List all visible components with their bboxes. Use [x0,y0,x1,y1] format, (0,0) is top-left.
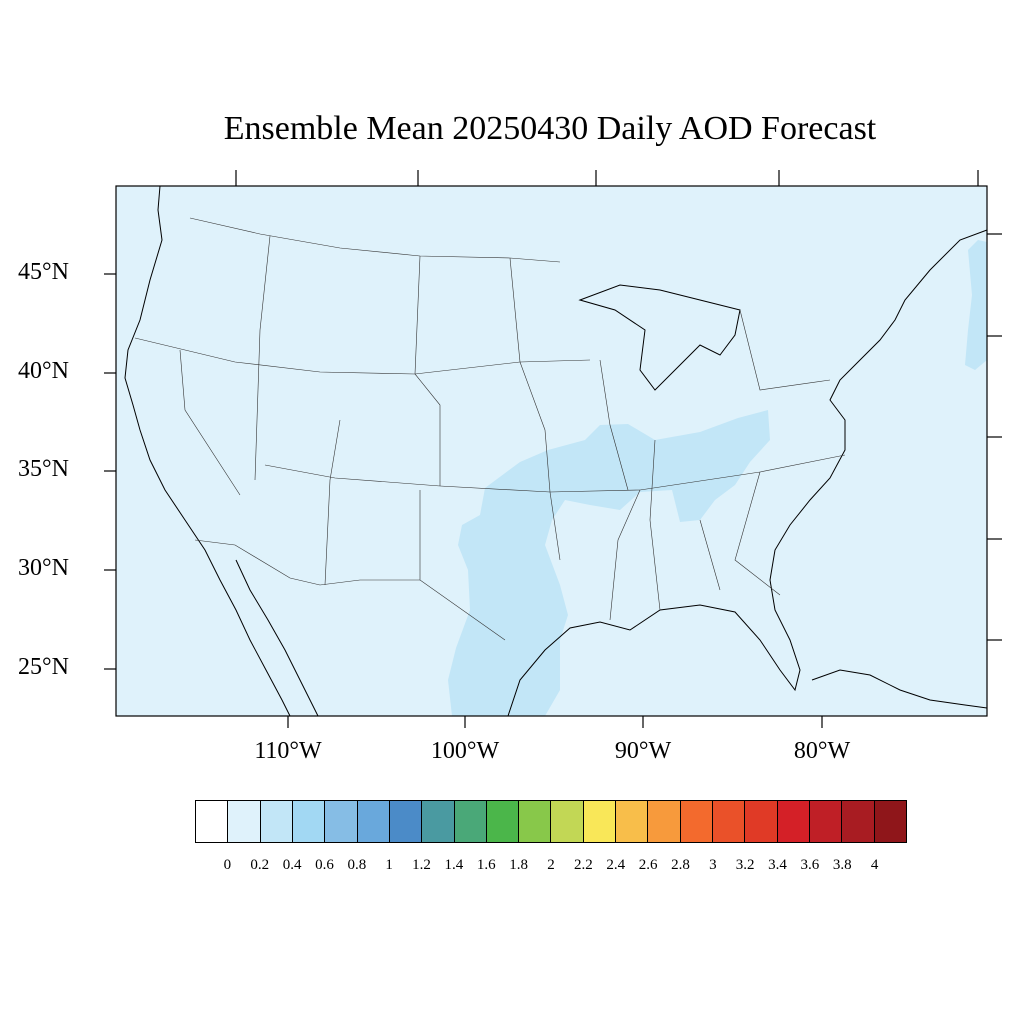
lat-label: 35°N [18,456,69,482]
colorbar-swatch [648,801,681,842]
colorbar-swatch [680,801,713,842]
colorbar-swatch [228,801,261,842]
cuba-coast [811,669,988,709]
colorbar-label: 2 [547,857,555,873]
colorbar-label: 3.2 [735,857,755,873]
colorbar-label: 3 [709,857,717,873]
colorbar-label: 3.8 [832,857,852,873]
colorbar-swatch [389,801,423,842]
colorbar-swatch [357,801,390,842]
colorbar-swatch [874,801,906,842]
state-borders-layer [134,217,846,641]
colorbar-swatch [616,801,649,842]
lon-label: 110°W [254,738,322,764]
lat-label: 45°N [18,259,69,285]
baja-coast [235,559,319,717]
colorbar-swatch [196,801,229,842]
colorbar-label: 1.2 [412,857,431,873]
colorbar-label: 1.4 [444,857,464,873]
colorbar-swatch [583,801,617,842]
lat-label: 25°N [18,654,69,680]
colorbar-label: 0.4 [282,857,302,873]
map-frame [115,185,988,717]
colorbar-swatch [519,801,552,842]
colorbar-swatch [713,801,746,842]
colorbar-label: 0.6 [315,857,334,873]
colorbar-label: 1.6 [476,857,496,873]
colorbar-label: 4 [870,857,879,873]
colorbar-label: 3.4 [768,857,787,873]
west-coast [124,185,291,717]
colorbar-label: 0 [223,857,232,873]
colorbar-swatch [809,801,843,842]
colorbar-swatch [292,801,326,842]
colorbar-label: 2.2 [573,857,593,873]
colorbar-label: 0.8 [347,857,367,873]
colorbar-swatch [260,801,293,842]
map-title: Ensemble Mean 20250430 Daily AOD Forecas… [223,110,877,147]
lon-label: 100°W [430,738,500,764]
colorbar-label: 0.2 [250,857,270,873]
colorbar-swatch [422,801,455,842]
colorbar-swatch [325,801,358,842]
colorbar-label: 2.8 [671,857,690,873]
colorbar-swatch [777,801,810,842]
lon-label: 80°W [793,738,851,764]
colorbar-swatch [486,801,520,842]
colorbar-label: 2.6 [638,857,658,873]
colorbar-swatch [551,801,584,842]
colorbar-swatch [454,801,487,842]
gulf-coast [507,229,988,717]
aod-plume-layer [448,240,987,716]
aod-plume-atlantic [965,240,987,370]
lat-label: 30°N [18,555,69,581]
coastlines-layer [124,185,988,717]
aod-plume-south-central [448,410,770,716]
colorbar-label: 1.8 [509,857,528,873]
colorbar-swatch [842,801,875,842]
colorbar [195,800,907,843]
tick-marks [104,170,1002,728]
canada-border [189,217,561,263]
colorbar-label: 2.4 [606,857,626,873]
great-lakes [578,284,741,391]
colorbar-label: 1 [385,857,393,873]
lon-label: 90°W [614,738,672,764]
lat-label: 40°N [18,358,69,384]
colorbar-label: 3.6 [800,857,820,873]
colorbar-swatch [745,801,778,842]
